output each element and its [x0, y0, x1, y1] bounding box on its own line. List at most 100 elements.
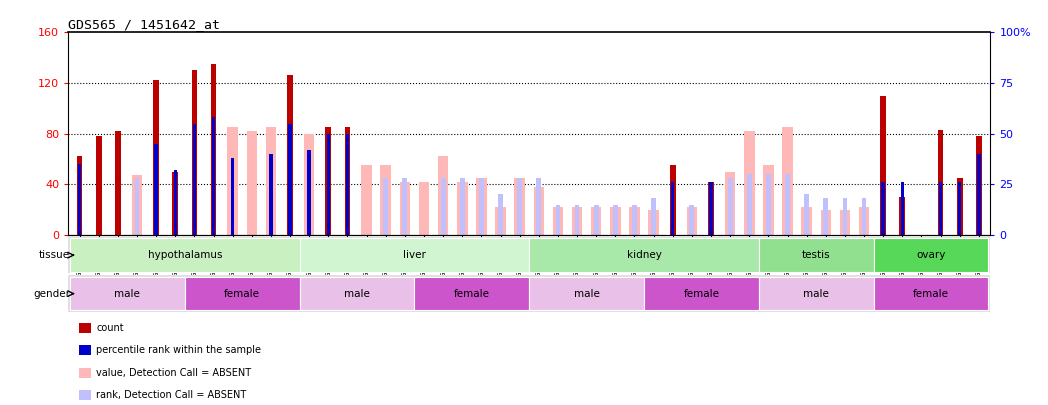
Text: female: female	[224, 289, 260, 298]
Bar	[572, 207, 583, 235]
Bar	[552, 207, 563, 235]
Bar	[457, 182, 467, 235]
Bar	[759, 277, 874, 310]
Bar	[537, 178, 541, 235]
Bar	[95, 136, 102, 235]
Text: testis: testis	[802, 250, 831, 260]
Bar	[899, 197, 905, 235]
Bar	[246, 131, 257, 235]
Bar	[496, 207, 506, 235]
Bar	[476, 178, 486, 235]
Bar	[307, 150, 311, 235]
Bar	[304, 134, 314, 235]
Bar	[77, 156, 83, 235]
Bar	[843, 198, 848, 235]
Bar	[958, 182, 961, 235]
Text: male: male	[114, 289, 140, 298]
Bar	[266, 127, 277, 235]
Bar	[212, 117, 215, 235]
Bar	[515, 178, 525, 235]
Bar	[977, 154, 981, 235]
Bar	[759, 239, 874, 272]
Bar	[441, 178, 445, 235]
Text: female: female	[683, 289, 719, 298]
Bar	[173, 172, 178, 235]
Bar	[747, 174, 751, 235]
Bar	[529, 239, 759, 272]
Bar	[766, 174, 770, 235]
Bar	[300, 277, 414, 310]
Bar	[900, 182, 904, 235]
Bar	[174, 170, 177, 235]
Bar	[591, 207, 602, 235]
Bar	[211, 64, 216, 235]
Bar	[345, 127, 350, 235]
Bar	[881, 182, 885, 235]
Bar	[326, 127, 331, 235]
Bar	[725, 172, 736, 235]
Bar	[957, 178, 963, 235]
Bar	[976, 136, 982, 235]
Bar	[821, 210, 831, 235]
Text: rank, Detection Call = ABSENT: rank, Detection Call = ABSENT	[96, 390, 246, 400]
Bar	[709, 182, 713, 235]
Bar	[70, 239, 300, 272]
Bar	[529, 277, 645, 310]
Bar	[78, 164, 82, 235]
Bar	[594, 205, 598, 235]
Text: male: male	[344, 289, 370, 298]
Bar	[533, 187, 544, 235]
Bar	[192, 70, 197, 235]
Text: count: count	[96, 323, 124, 333]
Bar	[690, 205, 694, 235]
Bar	[419, 182, 430, 235]
Bar	[861, 198, 867, 235]
Bar	[518, 178, 522, 235]
Bar	[574, 205, 580, 235]
Bar	[824, 198, 828, 235]
Bar	[858, 207, 870, 235]
Text: GDS565 / 1451642_at: GDS565 / 1451642_at	[68, 18, 220, 31]
Bar	[154, 144, 158, 235]
Bar	[384, 178, 388, 235]
Bar	[362, 165, 372, 235]
Bar	[629, 207, 639, 235]
Bar	[327, 134, 330, 235]
Bar	[727, 178, 733, 235]
Bar	[744, 131, 755, 235]
Bar	[115, 131, 121, 235]
Bar	[460, 178, 464, 235]
Text: gender: gender	[34, 289, 70, 298]
Bar	[763, 165, 773, 235]
Bar	[939, 182, 942, 235]
Bar	[399, 182, 410, 235]
Bar	[874, 239, 988, 272]
Bar	[231, 158, 235, 235]
Bar	[227, 127, 238, 235]
Bar	[880, 96, 886, 235]
Bar	[184, 277, 300, 310]
Text: female: female	[454, 289, 489, 298]
Text: hypothalamus: hypothalamus	[148, 250, 222, 260]
Bar	[671, 182, 675, 235]
Text: female: female	[913, 289, 949, 298]
Bar	[555, 205, 561, 235]
Bar	[479, 178, 484, 235]
Bar	[438, 156, 449, 235]
Text: liver: liver	[403, 250, 425, 260]
Bar	[632, 205, 637, 235]
Bar	[414, 277, 529, 310]
Bar	[610, 207, 620, 235]
Bar	[782, 127, 792, 235]
Bar	[651, 198, 656, 235]
Bar	[938, 130, 943, 235]
Bar	[300, 239, 529, 272]
Bar	[874, 277, 988, 310]
Text: percentile rank within the sample: percentile rank within the sample	[96, 345, 261, 355]
Text: kidney: kidney	[627, 250, 661, 260]
Text: male: male	[573, 289, 599, 298]
Bar	[802, 207, 812, 235]
Bar	[193, 124, 196, 235]
Bar	[839, 210, 850, 235]
Bar	[498, 194, 503, 235]
